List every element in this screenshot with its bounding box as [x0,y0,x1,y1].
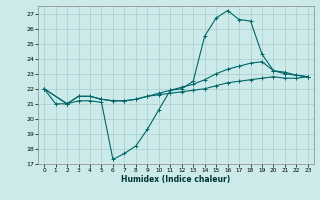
X-axis label: Humidex (Indice chaleur): Humidex (Indice chaleur) [121,175,231,184]
